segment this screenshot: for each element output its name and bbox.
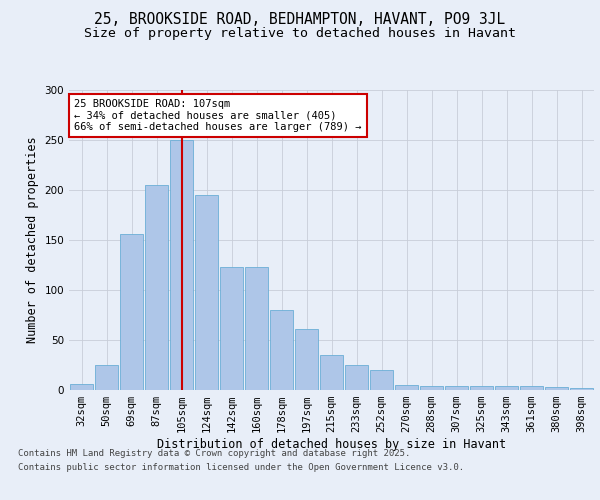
- Bar: [170, 140, 193, 390]
- X-axis label: Distribution of detached houses by size in Havant: Distribution of detached houses by size …: [157, 438, 506, 451]
- Bar: [345, 365, 368, 390]
- Text: Contains public sector information licensed under the Open Government Licence v3: Contains public sector information licen…: [18, 464, 464, 472]
- Text: 25 BROOKSIDE ROAD: 107sqm
← 34% of detached houses are smaller (405)
66% of semi: 25 BROOKSIDE ROAD: 107sqm ← 34% of detac…: [74, 99, 362, 132]
- Text: Contains HM Land Registry data © Crown copyright and database right 2025.: Contains HM Land Registry data © Crown c…: [18, 448, 410, 458]
- Bar: [95, 365, 118, 390]
- Bar: [545, 387, 568, 390]
- Bar: [470, 386, 493, 390]
- Bar: [395, 385, 418, 390]
- Bar: [270, 310, 293, 390]
- Bar: [245, 267, 268, 390]
- Bar: [320, 355, 343, 390]
- Bar: [195, 195, 218, 390]
- Bar: [495, 386, 518, 390]
- Bar: [295, 329, 318, 390]
- Bar: [70, 384, 93, 390]
- Y-axis label: Number of detached properties: Number of detached properties: [26, 136, 39, 344]
- Bar: [520, 386, 543, 390]
- Bar: [420, 386, 443, 390]
- Bar: [445, 386, 468, 390]
- Bar: [370, 370, 393, 390]
- Text: 25, BROOKSIDE ROAD, BEDHAMPTON, HAVANT, PO9 3JL: 25, BROOKSIDE ROAD, BEDHAMPTON, HAVANT, …: [94, 12, 506, 28]
- Bar: [570, 388, 593, 390]
- Text: Size of property relative to detached houses in Havant: Size of property relative to detached ho…: [84, 28, 516, 40]
- Bar: [120, 234, 143, 390]
- Bar: [220, 267, 243, 390]
- Bar: [145, 185, 168, 390]
